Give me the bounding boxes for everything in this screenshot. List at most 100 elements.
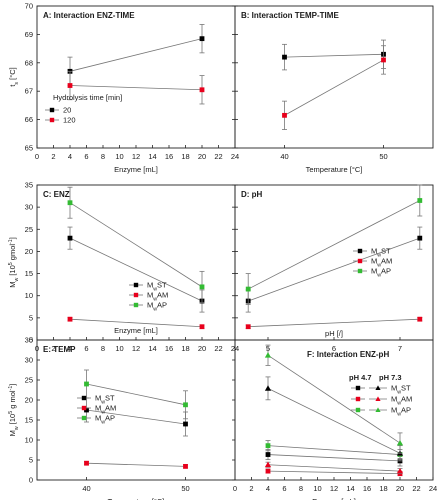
x-tick-label: 4 [68, 152, 72, 161]
x-tick-label: 40 [82, 484, 90, 493]
legend-marker [81, 405, 87, 411]
legend-label: MwAM [371, 257, 392, 269]
y-tick-label: 10 [25, 436, 33, 445]
data-point [396, 467, 404, 474]
plot-frame [36, 5, 236, 149]
x-axis-label: Enzyme [mL] [114, 326, 158, 335]
legend-marker [355, 407, 361, 413]
y-tick-label: 25 [25, 376, 33, 385]
series-4 [264, 461, 404, 475]
legend-label: 120 [63, 116, 76, 125]
data-point [282, 112, 287, 118]
x-axis-label: pH [/] [325, 329, 343, 338]
series-line [69, 85, 203, 91]
series-line [69, 38, 203, 72]
legend-marker [357, 248, 363, 254]
panel-title: F: Interaction ENZ-pH [307, 350, 389, 359]
legend-marker [357, 268, 363, 274]
x-tick-label: 6 [282, 484, 286, 493]
panel-title: C: ENZ [43, 190, 70, 199]
data-point [67, 235, 73, 241]
y-tick-label: 66 [25, 115, 33, 124]
data-point [264, 352, 272, 358]
x-axis-label: Temperature [°C] [108, 497, 165, 500]
legend-label: MwAM [391, 395, 412, 407]
data-point [183, 464, 188, 469]
y-tick-label: 20 [25, 396, 33, 405]
data-point [245, 286, 251, 292]
x-tick-label: 14 [148, 152, 156, 161]
x-tick-label: 18 [181, 344, 189, 353]
y-tick-label: 5 [29, 313, 33, 322]
data-point [282, 54, 287, 60]
series-2 [67, 186, 205, 303]
data-point [199, 284, 205, 290]
x-tick-label: 16 [165, 344, 173, 353]
y-tick-label: 10 [25, 291, 33, 300]
data-point [67, 83, 73, 88]
series-1 [84, 460, 188, 469]
y-tick-label: 65 [25, 144, 33, 153]
legend-marker [49, 117, 55, 123]
series-2 [84, 369, 188, 420]
x-tick-label: 20 [198, 344, 206, 353]
data-point [417, 198, 423, 203]
data-point [381, 57, 386, 63]
x-tick-label: 6 [84, 344, 88, 353]
series-line [248, 318, 420, 328]
plot-frame [234, 5, 434, 149]
x-tick-label: 14 [148, 344, 156, 353]
data-point [417, 235, 423, 241]
series-5 [264, 344, 404, 454]
panel-title: D: pH [241, 190, 263, 199]
x-tick-label: 2 [51, 344, 55, 353]
series-line [69, 237, 203, 302]
y-tick-label: 35 [25, 336, 33, 345]
x-tick-label: 2 [51, 152, 55, 161]
series-2 [245, 184, 423, 305]
y-tick-label: 69 [25, 30, 33, 39]
x-tick-label: 12 [132, 344, 140, 353]
series-line [267, 470, 401, 475]
x-tick-label: 8 [101, 344, 105, 353]
x-tick-label: 0 [233, 484, 237, 493]
legend-marker [49, 107, 55, 113]
series-line [284, 59, 384, 116]
x-tick-label: 22 [214, 344, 222, 353]
series-line [284, 53, 384, 58]
legend-label: MwAM [95, 404, 116, 416]
plot-frame [36, 339, 236, 481]
y-tick-label: 70 [25, 2, 33, 11]
x-tick-label: 22 [214, 152, 222, 161]
series-1 [67, 70, 205, 105]
legend-marker [357, 258, 363, 264]
x-tick-label: 50 [181, 484, 189, 493]
data-point [417, 316, 423, 322]
series-1 [282, 45, 386, 130]
series-line [86, 383, 186, 406]
x-tick-label: 6 [332, 344, 336, 353]
data-point [67, 316, 73, 322]
x-tick-label: 6 [84, 152, 88, 161]
legend-column-header: pH 7.3 [379, 373, 402, 382]
x-tick-label: 0 [35, 152, 39, 161]
series-line [86, 462, 186, 467]
legend-marker [133, 292, 139, 298]
x-tick-label: 24 [429, 484, 437, 493]
series-line [267, 464, 401, 472]
panel-title: E: TEMP [43, 345, 76, 354]
data-point [199, 324, 205, 330]
legend-marker [375, 407, 381, 412]
series-1 [265, 468, 403, 477]
legend-label: MwAM [147, 291, 168, 303]
panel-F: 0 2 4 6 8 10 12 14 16 18 20 22 24F: Interaction ENZ-… [233, 339, 437, 500]
x-tick-label: 12 [330, 484, 338, 493]
plot-frame [234, 184, 434, 341]
y-tick-label: 35 [25, 181, 33, 190]
legend-marker [133, 302, 139, 308]
